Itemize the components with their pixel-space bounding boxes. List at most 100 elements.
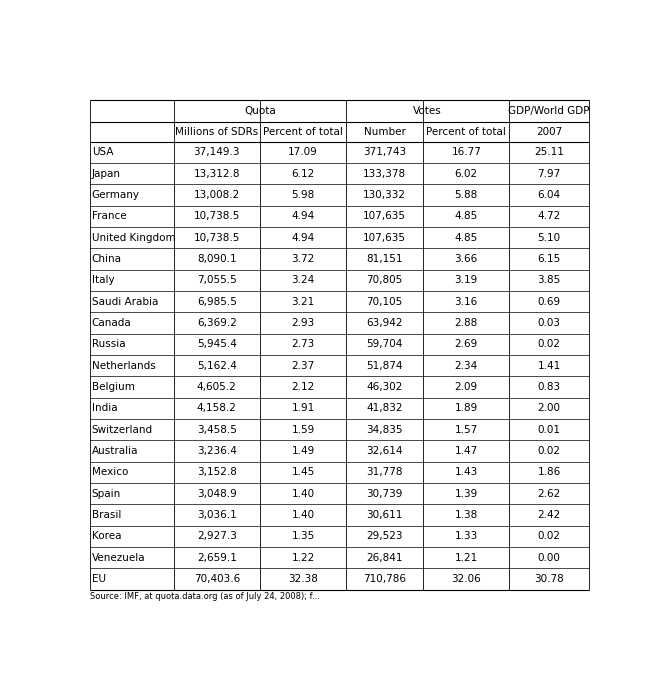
- Text: Germany: Germany: [92, 190, 140, 200]
- Text: 26,841: 26,841: [367, 553, 403, 563]
- Text: 2.73: 2.73: [291, 340, 315, 349]
- Text: 81,151: 81,151: [367, 254, 403, 264]
- Text: Canada: Canada: [92, 318, 131, 328]
- Text: 0.02: 0.02: [537, 532, 560, 541]
- Text: 70,805: 70,805: [367, 275, 403, 285]
- Text: 10,738.5: 10,738.5: [194, 233, 240, 242]
- Text: 4.85: 4.85: [455, 211, 478, 221]
- Text: 1.39: 1.39: [455, 489, 478, 498]
- Text: 6,369.2: 6,369.2: [197, 318, 237, 328]
- Text: 51,874: 51,874: [367, 361, 403, 371]
- Text: 17.09: 17.09: [288, 147, 318, 158]
- Text: 3.72: 3.72: [291, 254, 315, 264]
- Text: 70,403.6: 70,403.6: [194, 574, 240, 584]
- Text: Mexico: Mexico: [92, 467, 128, 477]
- Text: 3.21: 3.21: [291, 297, 315, 307]
- Text: 4.94: 4.94: [291, 211, 315, 221]
- Text: 3.85: 3.85: [537, 275, 560, 285]
- Text: Belgium: Belgium: [92, 382, 135, 392]
- Text: 32.38: 32.38: [288, 574, 318, 584]
- Text: 7.97: 7.97: [537, 168, 560, 179]
- Text: 0.02: 0.02: [537, 340, 560, 349]
- Text: Australia: Australia: [92, 446, 139, 456]
- Text: 2,659.1: 2,659.1: [197, 553, 237, 563]
- Text: 3,048.9: 3,048.9: [197, 489, 237, 498]
- Text: 371,743: 371,743: [363, 147, 406, 158]
- Text: 31,778: 31,778: [367, 467, 403, 477]
- Text: Source: IMF, at quota.data.org (as of July 24, 2008); f...: Source: IMF, at quota.data.org (as of Ju…: [90, 592, 320, 602]
- Text: 29,523: 29,523: [367, 532, 403, 541]
- Text: Switzerland: Switzerland: [92, 424, 153, 435]
- Text: Percent of total: Percent of total: [426, 127, 506, 136]
- Text: 0.01: 0.01: [537, 424, 560, 435]
- Text: 32,614: 32,614: [367, 446, 403, 456]
- Text: 1.41: 1.41: [537, 361, 560, 371]
- Text: 6.04: 6.04: [537, 190, 560, 200]
- Text: Votes: Votes: [413, 106, 442, 115]
- Text: 1.91: 1.91: [291, 403, 315, 414]
- Text: 0.03: 0.03: [537, 318, 560, 328]
- Text: 0.69: 0.69: [537, 297, 560, 307]
- Text: 0.00: 0.00: [537, 553, 560, 563]
- Text: 1.49: 1.49: [291, 446, 315, 456]
- Text: 7,055.5: 7,055.5: [197, 275, 237, 285]
- Text: 1.33: 1.33: [455, 532, 478, 541]
- Text: 3.66: 3.66: [455, 254, 478, 264]
- Text: Number: Number: [364, 127, 405, 136]
- Text: 3.16: 3.16: [455, 297, 478, 307]
- Text: Percent of total: Percent of total: [263, 127, 343, 136]
- Text: Netherlands: Netherlands: [92, 361, 156, 371]
- Text: 3,036.1: 3,036.1: [197, 510, 237, 520]
- Text: 2.69: 2.69: [455, 340, 478, 349]
- Text: 1.35: 1.35: [291, 532, 315, 541]
- Text: 6.15: 6.15: [537, 254, 560, 264]
- Text: 37,149.3: 37,149.3: [194, 147, 240, 158]
- Text: 2,927.3: 2,927.3: [197, 532, 237, 541]
- Text: 130,332: 130,332: [363, 190, 406, 200]
- Text: Korea: Korea: [92, 532, 122, 541]
- Text: 1.43: 1.43: [455, 467, 478, 477]
- Text: 1.45: 1.45: [291, 467, 315, 477]
- Text: 4,158.2: 4,158.2: [197, 403, 237, 414]
- Text: 107,635: 107,635: [363, 233, 406, 242]
- Text: 1.57: 1.57: [455, 424, 478, 435]
- Text: Saudi Arabia: Saudi Arabia: [92, 297, 158, 307]
- Text: 1.59: 1.59: [291, 424, 315, 435]
- Text: United Kingdom: United Kingdom: [92, 233, 175, 242]
- Text: 6.02: 6.02: [455, 168, 478, 179]
- Text: 13,312.8: 13,312.8: [194, 168, 240, 179]
- Text: 10,738.5: 10,738.5: [194, 211, 240, 221]
- Text: 2.93: 2.93: [291, 318, 315, 328]
- Text: 0.83: 0.83: [537, 382, 560, 392]
- Text: 34,835: 34,835: [367, 424, 403, 435]
- Text: Italy: Italy: [92, 275, 114, 285]
- Text: 4.94: 4.94: [291, 233, 315, 242]
- Text: 8,090.1: 8,090.1: [197, 254, 237, 264]
- Text: Quota: Quota: [244, 106, 276, 115]
- Text: 4,605.2: 4,605.2: [197, 382, 237, 392]
- Text: 5,162.4: 5,162.4: [197, 361, 237, 371]
- Text: EU: EU: [92, 574, 106, 584]
- Text: 2.34: 2.34: [455, 361, 478, 371]
- Text: 2.09: 2.09: [455, 382, 478, 392]
- Text: 1.40: 1.40: [292, 510, 315, 520]
- Text: 59,704: 59,704: [367, 340, 403, 349]
- Text: 2.37: 2.37: [291, 361, 315, 371]
- Text: Spain: Spain: [92, 489, 121, 498]
- Text: 46,302: 46,302: [367, 382, 403, 392]
- Text: India: India: [92, 403, 118, 414]
- Text: 70,105: 70,105: [367, 297, 403, 307]
- Text: 30,739: 30,739: [367, 489, 403, 498]
- Text: Japan: Japan: [92, 168, 121, 179]
- Text: 2007: 2007: [536, 127, 562, 136]
- Text: 13,008.2: 13,008.2: [194, 190, 240, 200]
- Text: Venezuela: Venezuela: [92, 553, 145, 563]
- Text: 6.12: 6.12: [291, 168, 315, 179]
- Text: 3,458.5: 3,458.5: [197, 424, 237, 435]
- Text: Brasil: Brasil: [92, 510, 121, 520]
- Text: Russia: Russia: [92, 340, 125, 349]
- Text: USA: USA: [92, 147, 113, 158]
- Text: 3,152.8: 3,152.8: [197, 467, 237, 477]
- Text: Millions of SDRs: Millions of SDRs: [175, 127, 258, 136]
- Text: 1.21: 1.21: [455, 553, 478, 563]
